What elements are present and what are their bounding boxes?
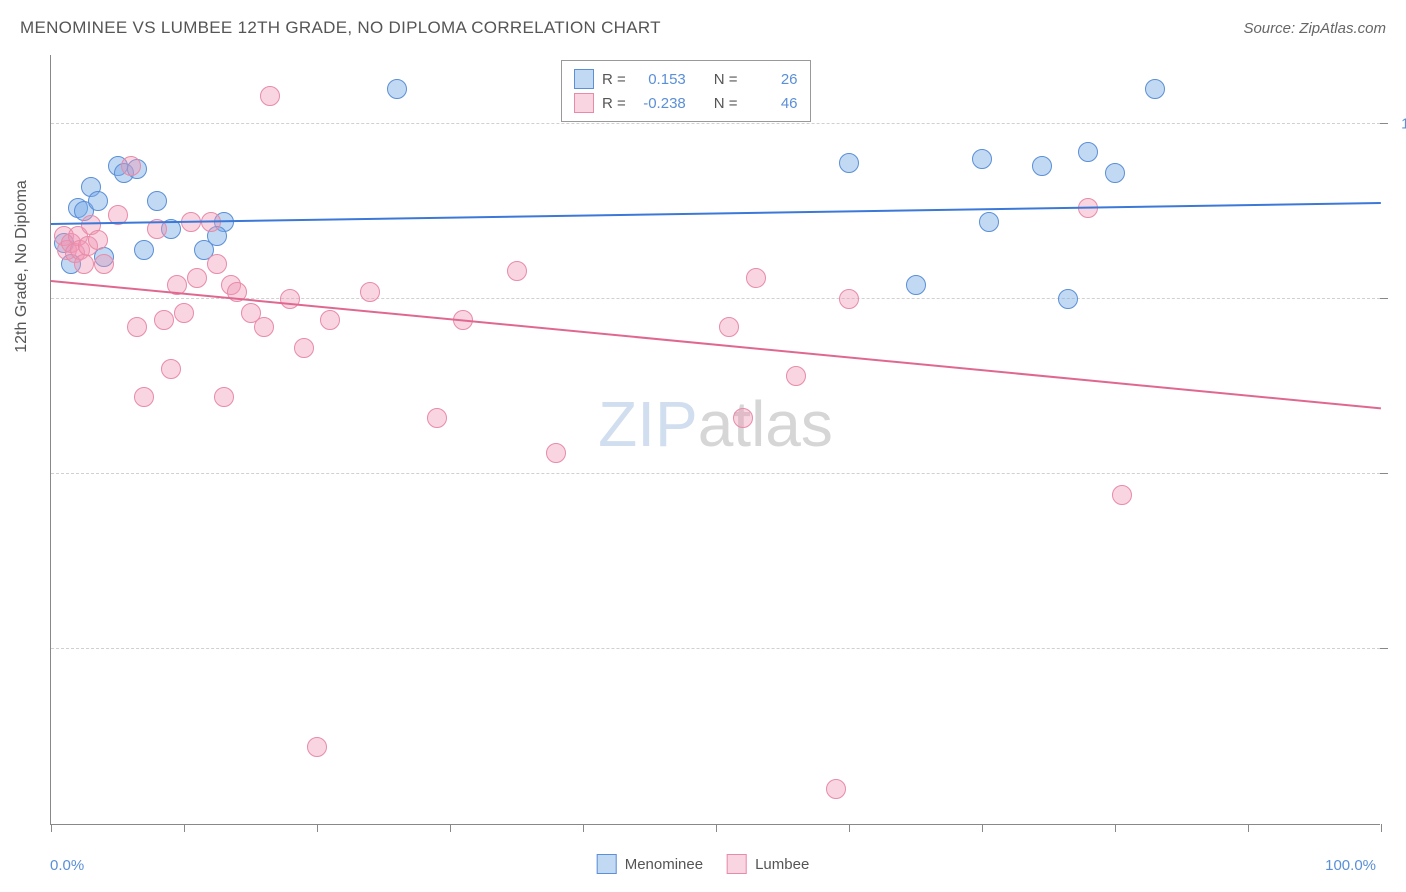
- data-point: [294, 338, 314, 358]
- data-point: [254, 317, 274, 337]
- data-point: [746, 268, 766, 288]
- x-tick: [982, 824, 983, 832]
- data-point: [1078, 142, 1098, 162]
- legend-swatch: [597, 854, 617, 874]
- plot-area: ZIPatlas R =0.153N =26R =-0.238N =46 62.…: [50, 55, 1380, 825]
- legend-row: R =-0.238N =46: [574, 91, 798, 115]
- data-point: [154, 310, 174, 330]
- gridline: [51, 123, 1380, 124]
- data-point: [546, 443, 566, 463]
- data-point: [427, 408, 447, 428]
- data-point: [280, 289, 300, 309]
- gridline: [51, 473, 1380, 474]
- data-point: [387, 79, 407, 99]
- x-axis-max-label: 100.0%: [1325, 857, 1376, 874]
- series-legend: Menominee Lumbee: [597, 854, 810, 874]
- x-tick: [51, 824, 52, 832]
- legend-label: Lumbee: [755, 856, 809, 873]
- data-point: [979, 212, 999, 232]
- legend-row: R =0.153N =26: [574, 67, 798, 91]
- chart-title: MENOMINEE VS LUMBEE 12TH GRADE, NO DIPLO…: [20, 18, 661, 38]
- data-point: [972, 149, 992, 169]
- legend-item: Lumbee: [727, 854, 809, 874]
- x-tick: [1248, 824, 1249, 832]
- data-point: [1145, 79, 1165, 99]
- legend-swatch: [574, 93, 594, 113]
- y-tick: [1380, 473, 1388, 474]
- data-point: [187, 268, 207, 288]
- legend-label: Menominee: [625, 856, 703, 873]
- data-point: [307, 737, 327, 757]
- data-point: [147, 191, 167, 211]
- correlation-legend: R =0.153N =26R =-0.238N =46: [561, 60, 811, 122]
- x-tick: [849, 824, 850, 832]
- data-point: [94, 254, 114, 274]
- data-point: [733, 408, 753, 428]
- chart-source: Source: ZipAtlas.com: [1243, 20, 1386, 37]
- data-point: [207, 254, 227, 274]
- data-point: [1032, 156, 1052, 176]
- data-point: [134, 240, 154, 260]
- y-tick: [1380, 298, 1388, 299]
- data-point: [1112, 485, 1132, 505]
- data-point: [121, 156, 141, 176]
- data-point: [134, 387, 154, 407]
- trendline: [51, 202, 1381, 225]
- data-point: [174, 303, 194, 323]
- data-point: [826, 779, 846, 799]
- y-tick: [1380, 648, 1388, 649]
- data-point: [786, 366, 806, 386]
- x-tick: [1381, 824, 1382, 832]
- y-tick: [1380, 123, 1388, 124]
- x-tick: [716, 824, 717, 832]
- data-point: [719, 317, 739, 337]
- data-point: [839, 153, 859, 173]
- x-tick: [184, 824, 185, 832]
- data-point: [74, 254, 94, 274]
- data-point: [320, 310, 340, 330]
- data-point: [360, 282, 380, 302]
- y-tick-label: 100.0%: [1401, 116, 1406, 133]
- data-point: [161, 359, 181, 379]
- x-tick: [583, 824, 584, 832]
- data-point: [906, 275, 926, 295]
- data-point: [1105, 163, 1125, 183]
- x-tick: [1115, 824, 1116, 832]
- gridline: [51, 648, 1380, 649]
- data-point: [88, 230, 108, 250]
- y-axis-title: 12th Grade, No Diploma: [13, 180, 31, 353]
- data-point: [839, 289, 859, 309]
- x-axis-min-label: 0.0%: [50, 857, 84, 874]
- legend-swatch: [727, 854, 747, 874]
- watermark: ZIPatlas: [598, 387, 833, 461]
- chart-header: MENOMINEE VS LUMBEE 12TH GRADE, NO DIPLO…: [20, 18, 1386, 38]
- legend-swatch: [574, 69, 594, 89]
- data-point: [127, 317, 147, 337]
- data-point: [507, 261, 527, 281]
- legend-item: Menominee: [597, 854, 703, 874]
- data-point: [1058, 289, 1078, 309]
- trendline: [51, 280, 1381, 409]
- data-point: [260, 86, 280, 106]
- data-point: [214, 387, 234, 407]
- x-tick: [450, 824, 451, 832]
- x-tick: [317, 824, 318, 832]
- data-point: [88, 191, 108, 211]
